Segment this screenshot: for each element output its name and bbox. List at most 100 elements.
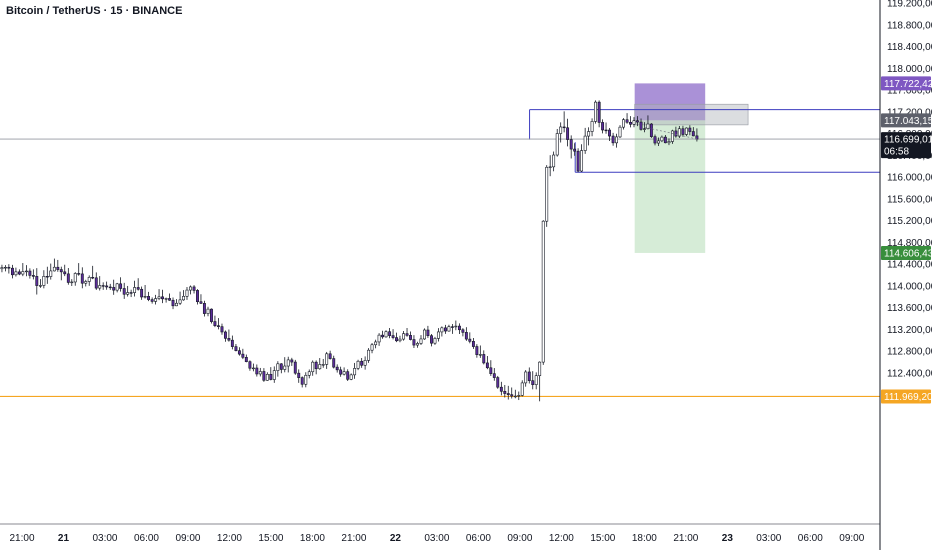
candle-up [594,101,597,122]
candle-up [590,121,594,132]
candle-down [346,371,350,380]
time-tick-label: 06:00 [134,533,159,544]
candle-up [677,128,681,137]
candle-down [391,335,395,338]
candle-down [566,127,570,140]
time-tick-label: 03:00 [424,533,449,544]
price-tag [881,389,931,404]
candle-up [520,382,524,396]
candle-down [489,367,493,374]
time-tick-label: 09:00 [839,533,864,544]
candle-down [601,122,605,131]
candle-down [80,273,84,284]
candle-down [426,329,430,336]
price-tag [881,113,931,128]
candle-down [241,353,245,358]
candle-up [164,298,168,300]
candle-down [122,288,126,295]
candle-up [311,361,315,373]
price-tick-label: 118.000,00 [887,64,932,75]
candle-down [527,371,531,381]
candle-down [297,372,301,378]
candle-up [541,220,545,363]
price-tick-label: 113.600,00 [887,303,932,314]
candle-down [230,339,234,347]
candle-up [276,363,280,371]
candle-up [447,326,451,332]
candle-down [196,290,199,303]
resistance-zone [634,103,749,126]
candle-down [450,326,454,328]
candle-down [220,326,224,333]
price-tag-label: 114.606,43 [884,248,932,259]
candle-down [412,339,416,346]
candle-up [670,130,674,142]
price-tick-label: 113.200,00 [887,325,932,336]
candle-up [154,298,158,302]
candle-up [440,327,444,333]
candle-down [7,266,11,269]
price-axis[interactable]: 119.200,00 118.800,00 118.400,00 118.000,00… [879,0,932,550]
time-axis[interactable]: 21:00 21 03:00 06:00 09:00 12:00 15:00 18:00 21:… [0,523,880,544]
candle-up [524,371,528,384]
candle-down [663,136,667,144]
candle-down [576,150,580,172]
candle-up [126,292,130,295]
time-tick-label: 21:00 [673,533,698,544]
candle-down [77,273,81,275]
candle-down [293,361,297,374]
candle-up [436,331,440,339]
candle-down [496,377,500,388]
candle-up [325,353,329,365]
candle-up [0,267,4,270]
countdown-label: 06:58 [884,147,909,158]
candle-down [210,308,213,322]
candle-up [283,365,287,370]
candle-up [622,119,625,128]
candle-up [667,141,671,144]
candle-down [314,361,318,370]
candle-down [635,120,639,123]
price-tick-label: 115.600,00 [887,194,932,205]
candle-up [618,126,622,138]
candle-up [643,128,646,130]
price-tick-label: 118.400,00 [887,42,932,53]
candle-down [468,338,472,342]
candle-down [199,301,203,304]
candle-down [681,128,685,135]
candle-up [21,271,25,275]
candle-up [272,370,276,380]
candle-up [307,371,311,376]
candle-up [646,123,650,129]
candle-up [548,166,552,168]
candle-down [492,373,496,378]
candle-up [538,361,542,376]
candle-up [353,368,357,376]
candle-up [370,344,374,351]
candle-down [332,358,336,368]
stop-loss-zone [634,83,706,121]
candle-up [70,281,74,284]
candle-down [531,380,535,385]
time-tick-label: 15:00 [590,533,615,544]
candle-up [188,286,192,291]
candle-down [108,286,112,289]
candle-up [349,374,353,380]
candle-down [28,270,32,276]
candle-down [649,123,653,137]
candle-down [171,299,175,307]
candle-down [653,136,657,144]
price-tick-label: 116.000,00 [887,173,932,184]
candle-up [583,135,587,151]
candle-down [234,346,238,351]
candle-down [91,276,95,279]
price-tag-label: 111.969,20 [884,392,932,403]
candle-down [140,288,144,298]
candle-up [419,338,423,344]
price-tick-label: 119.200,00 [887,0,932,10]
candle-down [150,299,154,302]
candle-down [573,148,577,152]
candle-up [185,289,189,297]
candle-down [17,271,21,275]
